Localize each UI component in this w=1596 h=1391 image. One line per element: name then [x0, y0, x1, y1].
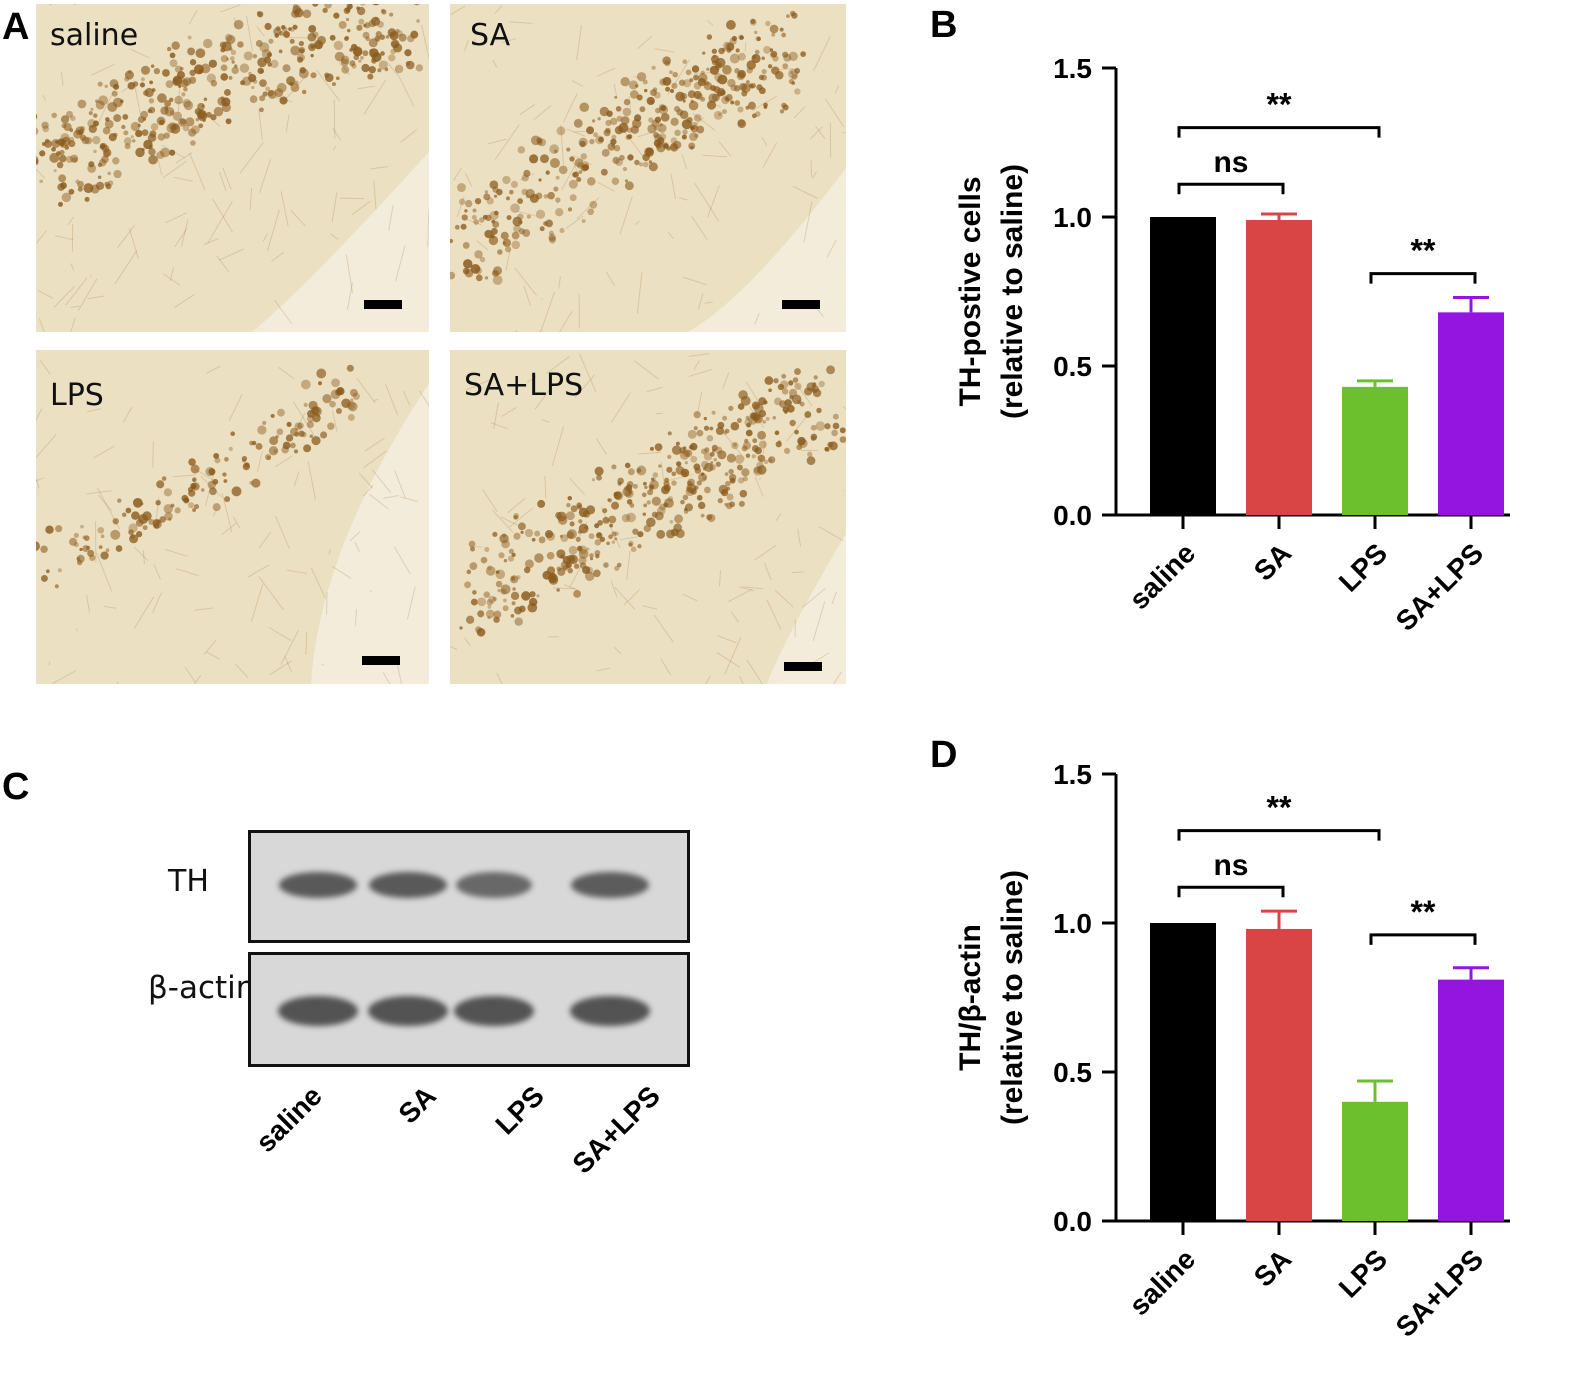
blot-lane-label-sa: SA	[380, 1080, 442, 1142]
significance-bracket	[1179, 184, 1283, 194]
y-tick-label: 1.0	[1053, 908, 1092, 939]
micrograph-label: SA+LPS	[464, 368, 583, 403]
significance-label: **	[1267, 87, 1292, 123]
scale-bar	[362, 656, 400, 665]
significance-label: **	[1411, 233, 1436, 269]
y-axis-label-sub: (relative to saline)	[996, 164, 1029, 419]
significance-label: **	[1267, 790, 1292, 826]
significance-label: ns	[1213, 146, 1248, 179]
y-tick-label: 1.5	[1053, 759, 1092, 790]
x-tick-label: SA	[1248, 1243, 1297, 1292]
bar-SA	[1246, 220, 1312, 515]
y-axis-label: TH/β-actin	[954, 924, 987, 1071]
significance-label: ns	[1213, 849, 1248, 882]
significance-label: **	[1411, 894, 1436, 930]
x-tick-label: saline	[1123, 537, 1201, 615]
y-tick-label: 0.5	[1053, 351, 1092, 382]
blot-lane-label-sa-lps: SA+LPS	[552, 1080, 667, 1195]
x-tick-label: SA+LPS	[1390, 1243, 1489, 1342]
bar-LPS	[1342, 1102, 1408, 1221]
significance-bracket	[1371, 935, 1475, 945]
blot-lane-label-saline: saline	[228, 1080, 328, 1180]
significance-bracket	[1179, 128, 1379, 138]
blot-lane-label-lps: LPS	[477, 1080, 551, 1154]
x-tick-label: LPS	[1333, 1243, 1393, 1303]
blot-band	[369, 872, 448, 898]
scale-bar	[364, 300, 402, 309]
blot-band	[278, 996, 358, 1026]
micrograph-sa-lps: SA+LPS	[450, 350, 846, 684]
micrograph-saline-image	[36, 4, 429, 332]
x-tick-label: LPS	[1333, 537, 1393, 597]
scale-bar	[782, 300, 820, 309]
micrograph-label: LPS	[50, 378, 104, 413]
bar-saline	[1150, 923, 1216, 1221]
micrograph-sa-image	[450, 4, 846, 332]
bar-saline	[1150, 217, 1216, 515]
y-axis-label-sub: (relative to saline)	[996, 870, 1029, 1125]
blot-band	[570, 996, 650, 1026]
blot-row-label-beta-actin-text: β-actin	[148, 970, 255, 1006]
micrograph-label: saline	[50, 18, 138, 53]
micrograph-saline: saline	[36, 4, 429, 332]
panel-letter-a: A	[2, 8, 29, 46]
y-tick-label: 0.5	[1053, 1057, 1092, 1088]
blot-row-label-beta-actin: β-actin	[148, 970, 255, 1006]
blot-band	[368, 996, 448, 1026]
bar-SA	[1246, 929, 1312, 1221]
blot-row-label-th: TH	[168, 864, 209, 899]
y-tick-label: 1.5	[1053, 53, 1092, 84]
x-tick-label: saline	[1123, 1243, 1201, 1321]
blot-band	[456, 872, 532, 898]
significance-bracket	[1179, 831, 1379, 841]
y-tick-label: 1.0	[1053, 202, 1092, 233]
micrograph-label: SA	[470, 18, 510, 53]
x-tick-label: SA	[1248, 537, 1297, 586]
blot-band	[571, 872, 649, 898]
y-axis-label: TH-postive cells	[954, 176, 987, 406]
panel-letter-b: B	[930, 6, 957, 44]
panel-letter-c: C	[2, 768, 29, 806]
y-tick-label: 0.0	[1053, 500, 1092, 531]
bar-LPS	[1342, 387, 1408, 515]
significance-bracket	[1179, 887, 1283, 897]
y-tick-label: 0.0	[1053, 1206, 1092, 1237]
bar-SA+LPS	[1438, 312, 1504, 515]
micrograph-lps: LPS	[36, 350, 429, 684]
micrograph-sa: SA	[450, 4, 846, 332]
significance-bracket	[1371, 274, 1475, 284]
blot-band	[454, 996, 534, 1026]
scale-bar	[784, 662, 822, 671]
bar-SA+LPS	[1438, 980, 1504, 1221]
x-tick-label: SA+LPS	[1390, 537, 1489, 636]
blot-band	[279, 872, 358, 898]
